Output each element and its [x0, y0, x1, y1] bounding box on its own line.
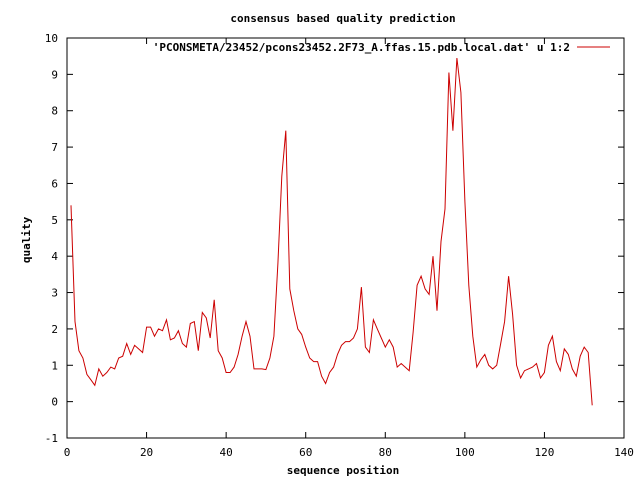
y-tick-label: 8	[51, 105, 58, 118]
y-axis-label: quality	[20, 216, 33, 263]
x-axis-label: sequence position	[287, 464, 400, 477]
y-tick-label: 4	[51, 250, 58, 263]
y-tick-label: 1	[51, 359, 58, 372]
y-tick-label: 7	[51, 141, 58, 154]
y-tick-label: 9	[51, 68, 58, 81]
y-tick-label: 6	[51, 177, 58, 190]
x-tick-label: 0	[64, 446, 71, 459]
series-line-0	[70, 57, 593, 406]
x-tick-label: 80	[379, 446, 392, 459]
x-tick-label: 140	[614, 446, 634, 459]
x-tick-label: 20	[140, 446, 153, 459]
y-axis: -1 0 1 2 3 4 5 6 7 8 9 10	[45, 32, 624, 445]
y-tick-label: 0	[51, 396, 58, 409]
legend: 'PCONSMETA/23452/pcons23452.2F73_A.ffas.…	[153, 41, 610, 54]
y-tick-label: 2	[51, 323, 58, 336]
series-layer	[70, 57, 593, 406]
x-tick-label: 60	[299, 446, 312, 459]
x-tick-label: 100	[455, 446, 475, 459]
x-axis: 0 20 40 60 80 100 120 140	[64, 38, 634, 459]
legend-label: 'PCONSMETA/23452/pcons23452.2F73_A.ffas.…	[153, 41, 570, 54]
y-tick-label: 3	[51, 287, 58, 300]
plot-frame	[66, 37, 625, 439]
x-tick-label: 120	[534, 446, 554, 459]
y-tick-label: -1	[45, 432, 58, 445]
y-tick-label: 10	[45, 32, 58, 45]
y-tick-label: 5	[51, 214, 58, 227]
chart-title: consensus based quality prediction	[230, 12, 455, 25]
plot-border	[66, 37, 625, 439]
x-tick-label: 40	[220, 446, 233, 459]
